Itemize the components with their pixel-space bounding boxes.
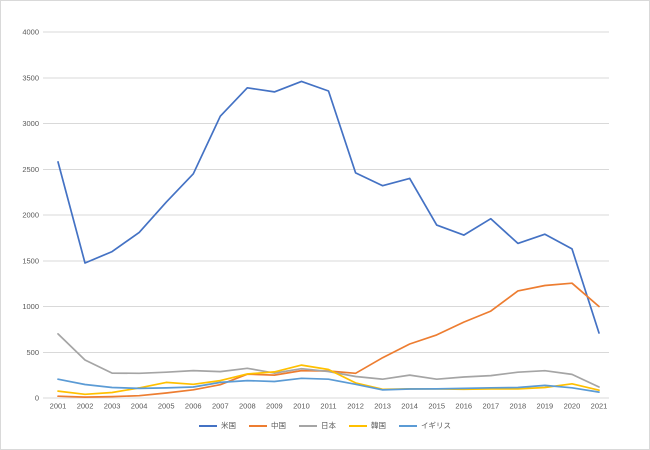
x-axis-tick-label: 2015: [428, 402, 445, 411]
y-axis-tick-label: 3500: [22, 73, 39, 82]
series-line-korea: [57, 364, 600, 396]
legend-item-uk: イギリス: [399, 422, 451, 430]
legend-label-korea: 韓国: [371, 421, 386, 431]
series-line-japan: [57, 333, 600, 388]
legend-swatch-china: [249, 425, 267, 427]
chart-legend: 米国 中国 日本 韓国 イギリス: [1, 418, 649, 434]
legend-label-china: 中国: [271, 421, 286, 431]
x-axis-tick-label: 2017: [482, 402, 499, 411]
legend-swatch-japan: [299, 425, 317, 427]
x-axis-tick-label: 2014: [401, 402, 418, 411]
legend-label-uk: イギリス: [421, 421, 451, 431]
y-axis-tick-label: 500: [26, 348, 39, 357]
x-axis-tick-label: 2012: [347, 402, 364, 411]
legend-item-korea: 韓国: [349, 422, 386, 430]
legend-label-japan: 日本: [321, 421, 336, 431]
x-axis-tick-label: 2004: [131, 402, 148, 411]
x-axis-tick-label: 2018: [510, 402, 527, 411]
legend-item-china: 中国: [249, 422, 286, 430]
x-axis-tick-label: 2016: [455, 402, 472, 411]
x-axis-tick-label: 2001: [50, 402, 67, 411]
x-axis-tick-label: 2009: [266, 402, 283, 411]
y-axis-tick-label: 0: [35, 394, 39, 403]
legend-item-usa: 米国: [199, 422, 236, 430]
y-axis-tick-label: 2000: [22, 211, 39, 220]
x-axis-tick-label: 2019: [537, 402, 554, 411]
legend-swatch-uk: [399, 425, 417, 427]
y-axis-tick-label: 4000: [22, 28, 39, 37]
x-axis-tick-label: 2002: [77, 402, 94, 411]
x-axis-tick-label: 2008: [239, 402, 256, 411]
series-line-uk: [57, 377, 600, 393]
y-axis-tick-label: 2500: [22, 165, 39, 174]
x-axis-tick-label: 2007: [212, 402, 229, 411]
series-line-usa: [57, 80, 600, 334]
legend-swatch-usa: [199, 425, 217, 427]
x-axis-tick-label: 2011: [320, 402, 336, 411]
x-axis-tick-label: 2003: [104, 402, 121, 411]
y-axis-tick-label: 3000: [22, 119, 39, 128]
y-axis-tick-label: 1000: [22, 302, 39, 311]
legend-swatch-korea: [349, 425, 367, 427]
legend-item-japan: 日本: [299, 422, 336, 430]
x-axis-tick-label: 2013: [374, 402, 391, 411]
x-axis-tick-label: 2010: [293, 402, 310, 411]
x-axis-tick-label: 2020: [564, 402, 581, 411]
y-axis-tick-label: 1500: [22, 256, 39, 265]
x-axis-tick-label: 2021: [591, 402, 608, 411]
x-axis-tick-label: 2006: [185, 402, 202, 411]
legend-label-usa: 米国: [221, 421, 236, 431]
x-axis-tick-label: 2005: [158, 402, 175, 411]
